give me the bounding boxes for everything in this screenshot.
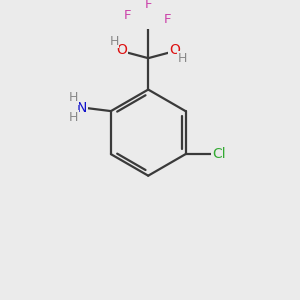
Text: H: H xyxy=(178,52,187,65)
Text: H: H xyxy=(68,111,78,124)
Text: F: F xyxy=(124,10,131,22)
Text: F: F xyxy=(163,13,171,26)
Text: F: F xyxy=(145,0,152,11)
Text: H: H xyxy=(68,91,78,104)
Text: O: O xyxy=(169,43,180,57)
Text: N: N xyxy=(77,100,87,115)
Text: Cl: Cl xyxy=(212,147,226,161)
Text: H: H xyxy=(110,34,119,48)
Text: O: O xyxy=(117,43,128,57)
